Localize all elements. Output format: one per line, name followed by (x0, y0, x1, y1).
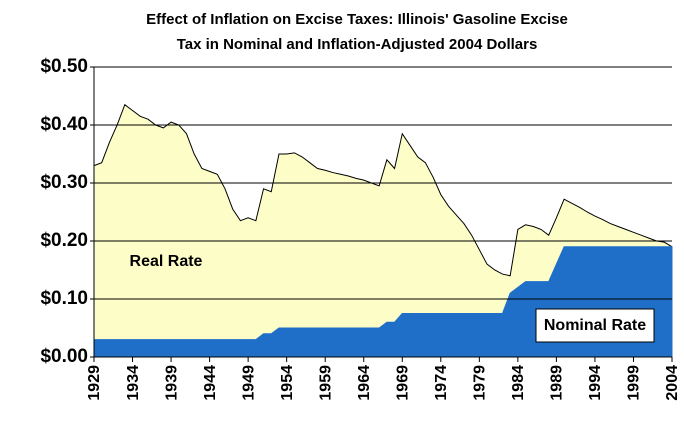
y-tick-label: $0.00 (40, 346, 88, 367)
y-tick-label: $0.20 (40, 230, 88, 251)
x-tick-label: 1959 (317, 365, 334, 401)
x-tick-label: 1989 (549, 365, 566, 401)
y-tick-label: $0.50 (40, 56, 88, 77)
annotation: Nominal Rate (544, 317, 646, 334)
annotation: Real Rate (130, 253, 203, 270)
x-tick-label: 1939 (163, 365, 180, 401)
x-tick-label: 1949 (240, 365, 257, 401)
y-tick-label: $0.10 (40, 288, 88, 309)
area (93, 246, 673, 358)
x-tick-label: 1964 (356, 365, 373, 401)
x-tick-label: 1979 (472, 365, 489, 401)
x-tick-label: 1999 (626, 365, 643, 401)
x-tick-label: 1984 (510, 365, 527, 401)
x-tick-label: 1994 (587, 365, 604, 401)
x-tick-label: 1934 (125, 365, 142, 401)
chart-title: Tax in Nominal and Inflation-Adjusted 20… (177, 36, 538, 53)
chart-title: Effect of Inflation on Excise Taxes: Ill… (146, 11, 568, 28)
x-tick-label: 1974 (433, 365, 450, 401)
annotation-box (535, 308, 655, 343)
y-tick-label: $0.40 (40, 114, 88, 135)
y-tick-label: $0.30 (40, 172, 88, 193)
x-tick-label: 1969 (394, 365, 411, 401)
x-tick-label: 2004 (664, 365, 681, 401)
x-tick-label: 1944 (202, 365, 219, 401)
x-tick-label: 1954 (279, 365, 296, 401)
x-tick-label: 1929 (86, 365, 103, 401)
